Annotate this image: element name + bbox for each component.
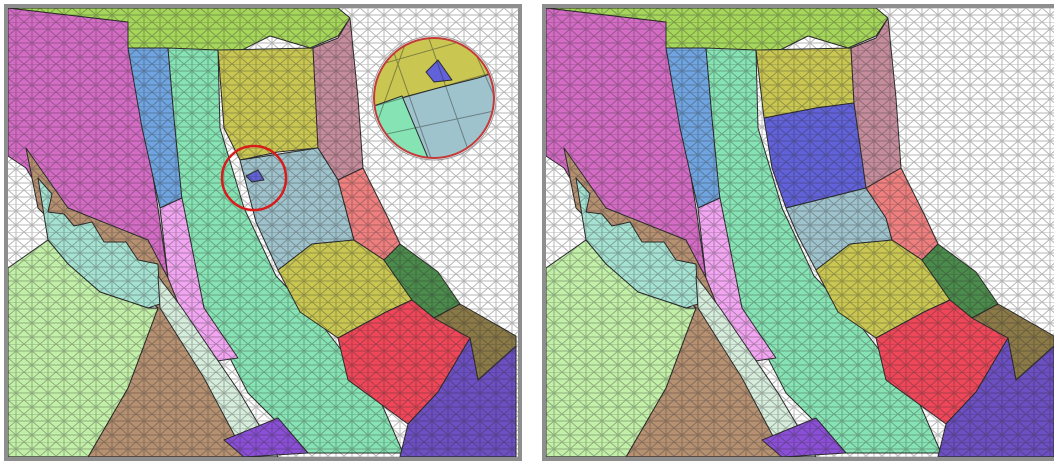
mesh-render-left <box>8 8 518 457</box>
mesh-view-left <box>4 4 522 461</box>
mesh-view-right <box>542 4 1054 461</box>
zoom-inset <box>371 35 497 161</box>
mesh-render-right <box>546 8 1054 457</box>
mesh-wireframe <box>546 8 1054 457</box>
highlight-circle <box>220 144 288 212</box>
